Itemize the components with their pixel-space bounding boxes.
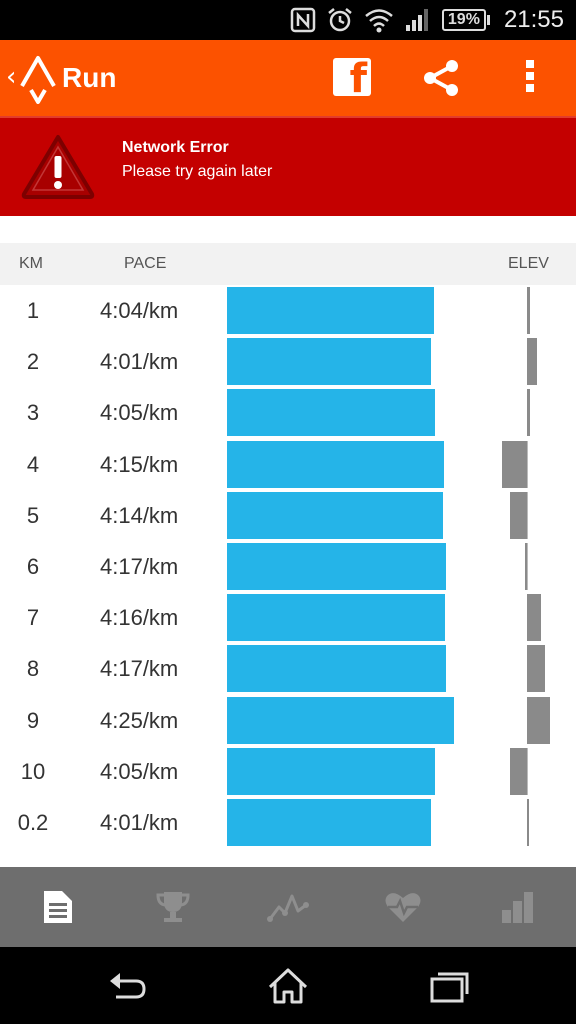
split-pace: 4:01/km (100, 349, 179, 375)
split-km: 4 (26, 451, 40, 477)
split-row: 1 4:04/km (0, 285, 576, 336)
error-message: Please try again later (122, 163, 273, 180)
split-km: 9 (26, 707, 40, 733)
split-row: 10 4:05/km (0, 746, 576, 797)
status-bar: 19% 21:55 (0, 0, 576, 40)
network-error-banner: Network Error Please try again later (0, 116, 576, 216)
split-row: 9 4:25/km (0, 695, 576, 746)
error-title: Network Error (122, 139, 229, 156)
elev-column-header: ELEV (508, 255, 549, 272)
elev-bar (527, 645, 545, 693)
elev-bar (527, 338, 537, 386)
clock: 21:55 (503, 6, 564, 33)
split-row: 3 4:05/km (0, 387, 576, 438)
trophy-icon (156, 892, 190, 922)
elev-bar (527, 594, 541, 642)
pace-bar (227, 696, 454, 744)
split-row: 4 4:15/km (0, 439, 576, 490)
split-pace: 4:25/km (100, 707, 179, 733)
split-km: 7 (26, 605, 40, 631)
elev-baseline (527, 440, 528, 488)
pace-bar (227, 594, 446, 642)
signal-icon (405, 9, 428, 31)
elev-bar (509, 747, 527, 795)
split-km: 6 (26, 553, 40, 579)
home-icon[interactable] (266, 967, 310, 1005)
split-km: 10 (20, 758, 46, 784)
km-column-header: KM (19, 255, 43, 272)
tab-overview[interactable] (0, 867, 115, 947)
split-pace: 4:14/km (100, 502, 179, 528)
pace-bar (227, 440, 445, 488)
pace-bar (227, 287, 434, 334)
pace-bar (227, 747, 435, 795)
back-icon[interactable] (106, 967, 150, 1005)
recent-apps-icon[interactable] (428, 967, 472, 1005)
pace-bar (227, 542, 447, 590)
split-row: 6 4:17/km (0, 541, 576, 592)
pace-bar (227, 645, 447, 693)
tab-heart-rate[interactable] (346, 867, 461, 947)
pace-bar (227, 491, 444, 539)
elev-bar (527, 287, 530, 334)
wifi-icon (365, 9, 393, 33)
strava-logo-icon[interactable] (18, 52, 58, 104)
bar-chart-icon (502, 892, 534, 923)
split-km: 5 (26, 502, 40, 528)
alarm-icon (328, 8, 352, 32)
overview-document-icon (43, 891, 72, 923)
split-pace: 4:05/km (100, 400, 179, 426)
tab-achievements[interactable] (115, 867, 230, 947)
split-pace: 4:16/km (100, 605, 179, 631)
nfc-icon (290, 7, 316, 33)
splits-table: 1 4:04/km 2 4:01/km 3 4:05/km 4 4:15/km 5 4:14/km… (0, 285, 576, 848)
split-km: 0.2 (17, 809, 49, 835)
elev-bar (527, 696, 550, 744)
split-row: 0.2 4:01/km (0, 797, 576, 848)
elev-baseline (527, 747, 528, 795)
warning-icon (21, 135, 95, 199)
split-km: 2 (26, 349, 40, 375)
split-pace: 4:15/km (100, 451, 179, 477)
overflow-menu-icon[interactable] (520, 60, 540, 96)
analysis-chart-icon (267, 894, 309, 922)
elev-bar (525, 542, 527, 590)
split-pace: 4:05/km (100, 758, 179, 784)
page-title: Run (62, 62, 117, 93)
elev-bar (509, 491, 527, 539)
split-row: 2 4:01/km (0, 336, 576, 387)
action-bar: ‹ Run f (0, 40, 576, 116)
heart-rate-icon (385, 893, 421, 922)
split-pace: 4:01/km (100, 809, 179, 835)
bottom-tab-bar (0, 867, 576, 947)
status-icons: 19% 21:55 (290, 0, 564, 40)
share-icon[interactable] (420, 56, 464, 100)
split-row: 8 4:17/km (0, 643, 576, 694)
tab-stats[interactable] (461, 867, 576, 947)
facebook-icon[interactable]: f (333, 56, 371, 102)
split-pace: 4:17/km (100, 656, 179, 682)
elev-baseline (527, 542, 528, 590)
tab-analysis[interactable] (230, 867, 345, 947)
split-pace: 4:04/km (100, 298, 179, 323)
elev-bar (502, 440, 527, 488)
pace-bar (227, 798, 431, 846)
split-pace: 4:17/km (100, 553, 179, 579)
battery-level: 19% (447, 11, 480, 28)
elev-bar (527, 389, 530, 437)
elev-baseline (527, 491, 528, 539)
pace-bar (227, 389, 435, 437)
split-km: 8 (26, 656, 40, 682)
battery-indicator: 19% (441, 9, 490, 31)
split-row: 5 4:14/km (0, 490, 576, 541)
elev-bar (527, 798, 529, 846)
pace-column-header: PACE (124, 255, 167, 272)
split-km: 3 (26, 400, 40, 426)
splits-header: KM PACE ELEV (0, 243, 576, 285)
split-km: 1 (26, 298, 40, 323)
up-navigation-icon[interactable]: ‹ (6, 62, 17, 92)
split-row: 7 4:16/km (0, 592, 576, 643)
system-nav-bar (0, 947, 576, 1024)
pace-bar (227, 338, 431, 386)
